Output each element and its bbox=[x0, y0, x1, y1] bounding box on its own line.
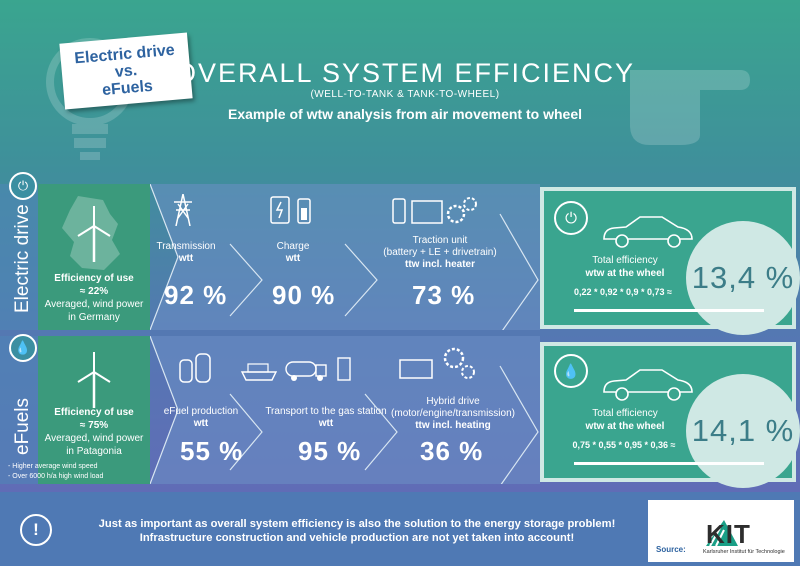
total-formula: 0,22 * 0,92 * 0,9 * 0,73 ≈ bbox=[573, 287, 672, 297]
arrow-band bbox=[149, 336, 540, 484]
footer-line-1: Just as important as overall system effi… bbox=[98, 518, 616, 530]
side-label-electric: Electric drive bbox=[12, 204, 33, 314]
total-efficiency-box: 💧 14,1 % Total efficiency wtw at the whe… bbox=[540, 342, 800, 488]
map-germany-icon bbox=[62, 196, 120, 270]
step-label: Traction unit bbox=[412, 235, 468, 246]
efficiency-value: ≈ 75% bbox=[79, 420, 109, 431]
step-label: Charge bbox=[276, 241, 310, 252]
side-band bbox=[0, 184, 38, 330]
efuels-row: 💧 eFuels Efficiency of use ≈ 75% Average… bbox=[0, 334, 800, 488]
efficiency-desc1: Averaged, wind power bbox=[44, 433, 144, 444]
step-label: Hybrid drive bbox=[426, 396, 480, 407]
efficiency-desc2: in Patagonia bbox=[66, 446, 122, 457]
total-subtitle: wtw at the wheel bbox=[585, 268, 665, 279]
total-value-circle: 14,1 % bbox=[686, 374, 800, 488]
wind-turbine-icon bbox=[77, 352, 111, 408]
charger-icon bbox=[270, 196, 311, 224]
divider bbox=[574, 462, 764, 465]
efficiency-title: Efficiency of use bbox=[54, 407, 134, 418]
car-icon bbox=[603, 216, 693, 248]
electric-drive-row: ⏻ Electric drive Efficiency of use ≈ 22%… bbox=[0, 172, 800, 335]
drop-icon: 💧 bbox=[9, 334, 37, 362]
page-subtitle: (WELL-TO-TANK & TANK-TO-WHEEL) bbox=[310, 89, 500, 100]
divider bbox=[574, 309, 764, 312]
transport-icons bbox=[240, 357, 351, 381]
total-efficiency-box: ⏻ 13,4 % Total efficiency wtw at the whe… bbox=[540, 187, 800, 335]
pointing-hand-icon bbox=[630, 70, 750, 145]
note-1: - Higher average wind speed bbox=[8, 463, 98, 470]
step-type: wtt bbox=[318, 418, 334, 429]
example-heading: Example of wtw analysis from air movemen… bbox=[228, 106, 582, 122]
pylon-icon bbox=[174, 194, 192, 226]
footer-line-2: Infrastructure construction and vehicle … bbox=[139, 532, 575, 544]
total-subtitle: wtw at the wheel bbox=[585, 421, 665, 432]
step-value: 73 % bbox=[412, 280, 476, 310]
traction-unit-icons bbox=[392, 197, 477, 224]
step-value: 55 % bbox=[180, 436, 244, 466]
total-title: Total efficiency bbox=[592, 255, 658, 266]
side-label-efuels: eFuels bbox=[12, 397, 33, 455]
step-value: 36 % bbox=[420, 436, 484, 466]
plug-icon: ⏻ bbox=[554, 201, 588, 235]
exclamation-icon: ! bbox=[20, 514, 52, 546]
step-value: 95 % bbox=[298, 436, 362, 466]
kit-logo-text: KIT bbox=[706, 519, 751, 549]
efficiency-desc1: Averaged, wind power bbox=[44, 299, 144, 310]
efficiency-desc2: in Germany bbox=[68, 312, 120, 323]
page-title: OVERALL SYSTEM EFFICIENCY bbox=[174, 58, 636, 88]
step-type: wtt bbox=[285, 253, 301, 264]
footer-note: Just as important as overall system effi… bbox=[62, 517, 652, 545]
efficiency-title: Efficiency of use bbox=[54, 273, 134, 284]
source-label: Source: bbox=[656, 545, 686, 554]
factory-icon bbox=[179, 353, 211, 383]
efficiency-panel: Efficiency of use ≈ 75% Averaged, wind p… bbox=[38, 336, 150, 484]
note-2: - Over 6000 h/a high wind load bbox=[8, 473, 104, 480]
total-title: Total efficiency bbox=[592, 408, 658, 419]
step-value: 90 % bbox=[272, 280, 336, 310]
total-value-circle: 13,4 % bbox=[686, 221, 800, 335]
efficiency-notes: - Higher average wind speed - Over 6000 … bbox=[8, 462, 103, 482]
step-label: Transmission bbox=[156, 241, 216, 252]
step-label-sub: (battery + LE + drivetrain) bbox=[383, 247, 497, 258]
efficiency-panel: Efficiency of use ≈ 22% Averaged, wind p… bbox=[38, 184, 150, 330]
step-type: wtt bbox=[178, 253, 194, 264]
plug-icon: ⏻ bbox=[9, 172, 37, 200]
kit-logo-mark bbox=[706, 520, 738, 547]
step-type: wtt bbox=[193, 418, 209, 429]
car-icon bbox=[603, 369, 693, 401]
kit-logo-subtitle: Karlsruher Institut für Technologie bbox=[703, 549, 785, 555]
total-formula: 0,75 * 0,55 * 0,95 * 0,36 ≈ bbox=[572, 440, 676, 450]
step-type: ttw incl. heating bbox=[415, 420, 491, 431]
step-label-sub: (motor/engine/transmission) bbox=[391, 408, 515, 419]
step-value: 92 % bbox=[164, 280, 228, 310]
step-type: ttw incl. heater bbox=[404, 259, 475, 270]
efficiency-value: ≈ 22% bbox=[79, 286, 109, 297]
drop-icon: 💧 bbox=[554, 354, 588, 388]
wind-turbine-icon bbox=[77, 206, 111, 262]
engine-icon bbox=[399, 347, 475, 379]
step-label: eFuel production bbox=[163, 406, 239, 417]
step-label: Transport to the gas station bbox=[265, 406, 387, 417]
